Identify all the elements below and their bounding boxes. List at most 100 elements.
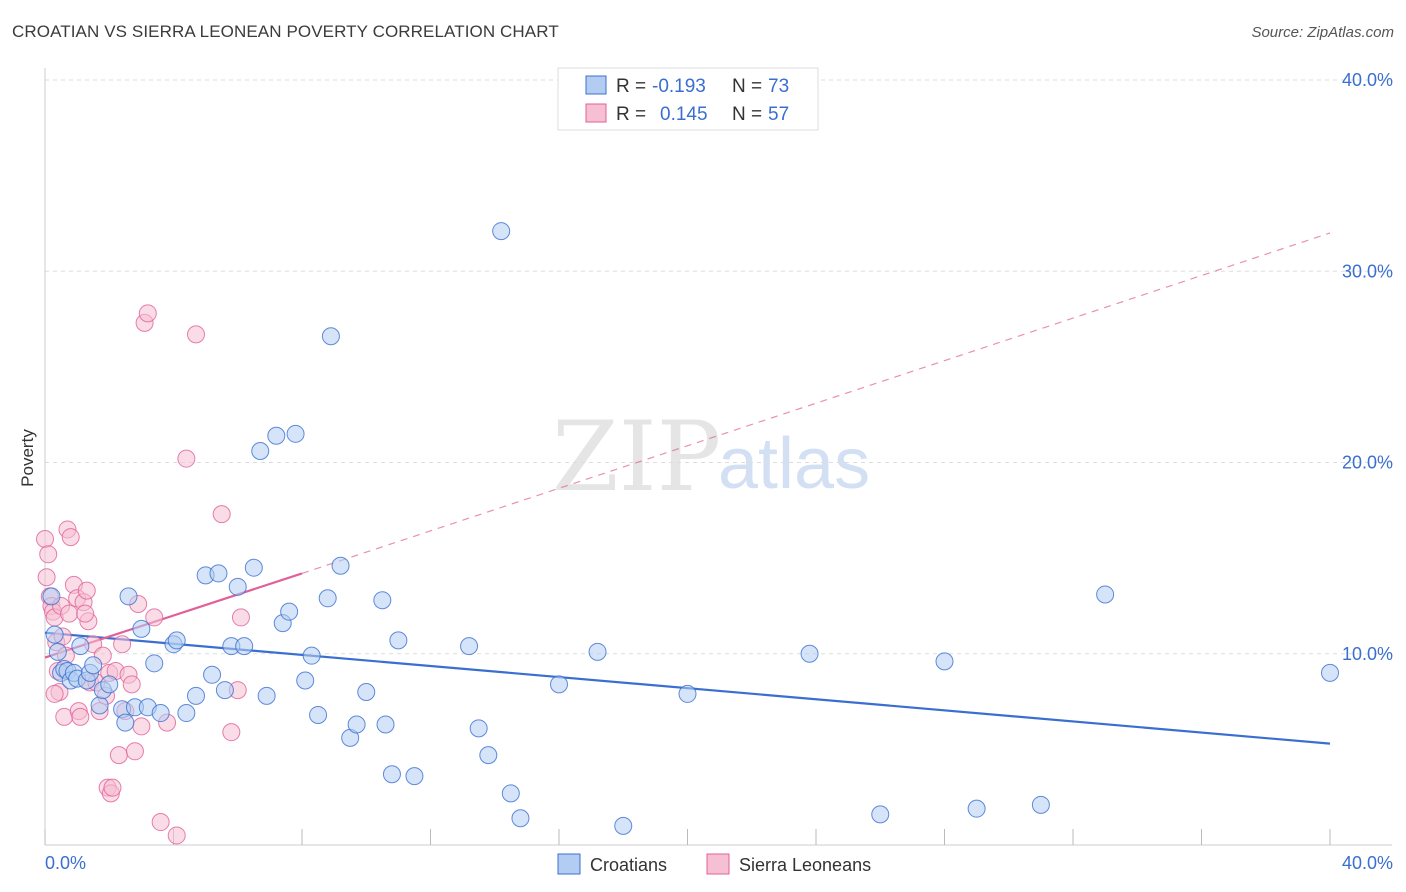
stats-blue-n-label: N =	[732, 76, 762, 97]
croatian-point-35	[244, 558, 263, 577]
croatian-point-2	[48, 642, 67, 661]
croatian-point-45	[318, 589, 337, 608]
croatian-point-70	[1031, 795, 1050, 814]
chart-title: CROATIAN VS SIERRA LEONEAN POVERTY CORRE…	[12, 22, 559, 41]
croatian-point-9	[71, 637, 90, 656]
watermark-zip: ZIP	[552, 401, 721, 513]
stats-pink-n-value: 57	[768, 104, 789, 125]
sierra-leonean-point-49	[186, 325, 205, 344]
sierra-leonean-point-19	[71, 707, 90, 726]
croatian-point-26	[177, 704, 196, 723]
sierra-leonean-point-15	[61, 528, 80, 547]
croatian-point-52	[376, 715, 395, 734]
croatian-point-30	[209, 564, 228, 583]
croatian-point-64	[614, 816, 633, 835]
croatian-point-38	[267, 426, 286, 445]
y-tick-labels: 10.0% 20.0% 30.0% 40.0%	[1342, 70, 1393, 664]
sierra-leonean-point-35	[113, 635, 132, 654]
croatian-points	[42, 222, 1339, 835]
croatian-point-12	[84, 656, 103, 675]
sierra-leonean-point-38	[122, 675, 141, 694]
croatian-point-62	[550, 675, 568, 694]
legend-croatians-label: Croatians	[590, 855, 667, 875]
legend-sierra-leoneans-label: Sierra Leoneans	[739, 855, 871, 875]
watermark-atlas: atlas	[718, 424, 870, 504]
sierra-leonean-point-48	[177, 449, 196, 468]
sierra-leonean-point-0	[36, 530, 54, 548]
legend-croatians-swatch	[557, 853, 581, 875]
sierra-leonean-point-44	[145, 608, 164, 627]
croatian-point-37	[257, 686, 276, 705]
stats-box: R = -0.193 N = 73 R = 0.145 N = 57	[557, 67, 819, 131]
sierra-leonean-point-34	[109, 746, 128, 765]
croatian-point-13	[90, 696, 109, 715]
croatian-point-36	[251, 442, 270, 461]
croatian-point-68	[935, 652, 954, 671]
croatian-point-54	[389, 631, 408, 650]
stats-pink-r-value: 0.145	[660, 104, 708, 125]
x-tick-label-min: 0.0%	[45, 853, 86, 873]
croatian-point-43	[302, 646, 321, 665]
croatian-point-17	[116, 713, 135, 732]
sierra-leonean-point-39	[125, 742, 144, 761]
croatian-point-1	[45, 625, 64, 644]
croatian-point-33	[228, 577, 247, 596]
sierra-leonean-point-47	[167, 826, 186, 845]
croatian-point-57	[469, 719, 488, 738]
croatian-point-72	[1321, 663, 1339, 682]
stats-pink-n-label: N =	[732, 104, 762, 125]
sierra-leonean-point-14	[60, 604, 79, 623]
croatian-point-34	[235, 637, 254, 656]
croatian-point-49	[347, 715, 366, 734]
croatian-point-41	[286, 424, 305, 443]
sierra-leonean-point-45	[151, 813, 170, 832]
croatian-point-47	[331, 556, 350, 575]
sierra-leonean-point-41	[132, 717, 151, 736]
croatian-point-63	[588, 642, 607, 661]
stats-blue-r-value: -0.193	[652, 76, 706, 97]
sierra-leonean-point-43	[138, 304, 157, 323]
croatian-point-69	[967, 799, 986, 818]
sierra-leonean-point-1	[39, 545, 58, 564]
croatian-point-15	[100, 675, 119, 694]
croatian-point-51	[373, 591, 392, 610]
croatian-point-18	[119, 587, 138, 606]
y-tick-label-1: 20.0%	[1342, 453, 1393, 473]
croatian-point-58	[479, 746, 498, 765]
sierra-leonean-point-55	[45, 684, 64, 703]
croatian-point-20	[132, 619, 151, 638]
croatian-point-66	[800, 644, 819, 663]
croatian-point-71	[1096, 585, 1115, 604]
y-tick-label-3: 40.0%	[1342, 70, 1393, 90]
croatian-point-31	[215, 681, 234, 700]
croatian-point-22	[145, 654, 164, 673]
sierra-leonean-point-51	[222, 723, 241, 742]
source-label: Source: ZipAtlas.com	[1251, 24, 1394, 41]
croatian-point-46	[321, 327, 340, 346]
croatian-point-29	[203, 665, 222, 684]
croatian-point-44	[309, 705, 328, 724]
stats-pink-r-label: R =	[616, 104, 646, 125]
croatian-point-40	[280, 602, 299, 621]
y-axis-label: Poverty	[18, 429, 37, 487]
stats-blue-n-value: 73	[768, 76, 789, 97]
croatian-point-55	[405, 767, 424, 786]
croatian-point-42	[296, 671, 315, 690]
x-tick-labels: 0.0% 40.0%	[45, 853, 1393, 873]
sierra-leonean-point-53	[231, 608, 250, 627]
x-tick-label-max: 40.0%	[1342, 853, 1393, 873]
stats-blue-r-label: R =	[616, 76, 646, 97]
croatian-point-25	[167, 631, 186, 650]
sierra-leonean-point-32	[103, 778, 122, 797]
croatian-point-0	[42, 587, 61, 606]
sierra-leonean-points	[36, 304, 250, 845]
sierra-leonean-point-50	[212, 505, 231, 524]
y-tick-label-0: 10.0%	[1342, 644, 1393, 664]
sierra-leonean-point-54	[37, 568, 56, 587]
grid-lines	[45, 79, 1392, 655]
croatian-point-27	[186, 686, 205, 705]
croatian-point-50	[357, 683, 376, 701]
croatian-point-65	[678, 684, 697, 703]
croatian-point-67	[871, 805, 890, 824]
